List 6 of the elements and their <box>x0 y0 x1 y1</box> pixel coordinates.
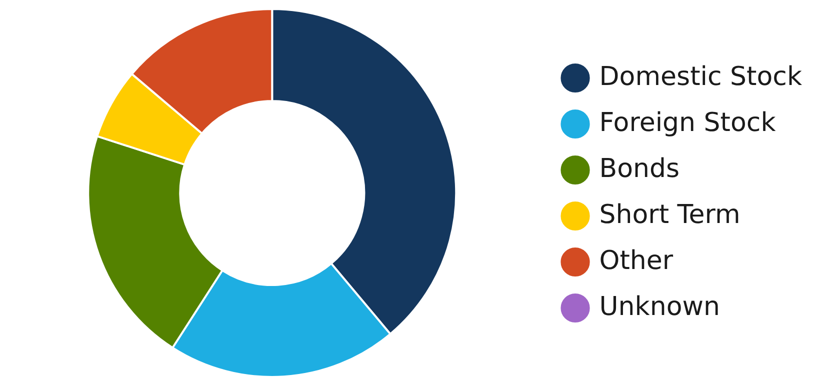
legend-label: Short Term <box>599 200 740 230</box>
legend-label: Other <box>599 246 674 276</box>
legend-label: Domestic Stock <box>599 62 802 92</box>
legend-label: Unknown <box>599 292 720 322</box>
legend-label: Bonds <box>599 154 680 184</box>
legend-label: Foreign Stock <box>599 108 776 138</box>
